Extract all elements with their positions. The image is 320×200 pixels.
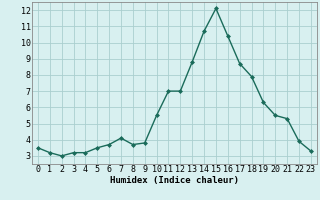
X-axis label: Humidex (Indice chaleur): Humidex (Indice chaleur)	[110, 176, 239, 185]
